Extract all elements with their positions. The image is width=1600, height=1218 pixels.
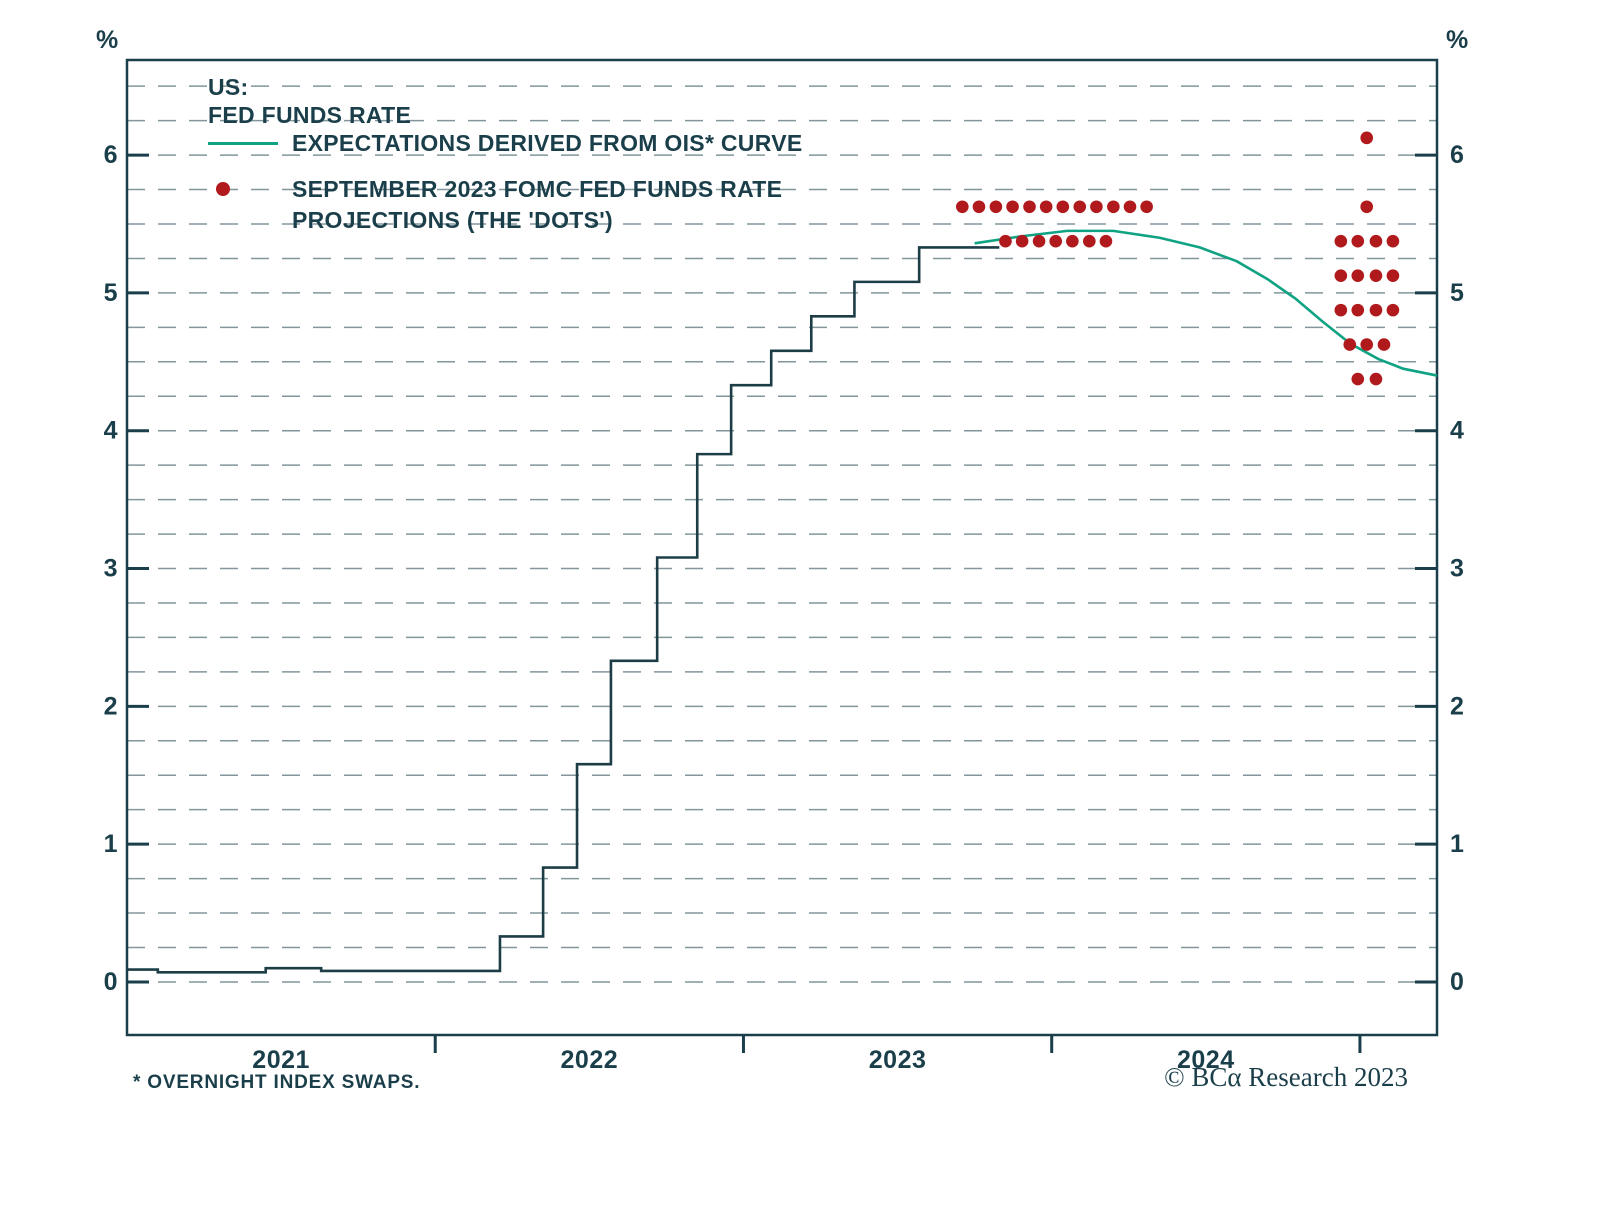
y-axis-unit-right: %: [1446, 26, 1469, 54]
y-axis-label-left: 5: [104, 279, 118, 307]
y-axis-label-left: 1: [104, 830, 118, 858]
y-axis-label-left: 2: [104, 692, 118, 720]
fomc-dot: [1123, 200, 1137, 214]
fomc-dot: [1073, 200, 1087, 214]
y-axis-label-right: 0: [1450, 968, 1464, 996]
legend-fed-funds-label: FED FUNDS RATE: [208, 102, 412, 128]
legend-country-label: US:: [208, 74, 249, 100]
x-axis-label: 2023: [869, 1046, 927, 1074]
fomc-dot: [1369, 269, 1383, 282]
fomc-dot: [1049, 234, 1063, 248]
series-line-step: [127, 246, 1000, 974]
y-axis-label-left: 3: [104, 555, 118, 583]
legend-dots-entry: SEPTEMBER 2023 FOMC FED FUNDS RATE PROJE…: [208, 174, 802, 236]
fomc-dot: [1351, 269, 1365, 282]
fomc-dot: [1015, 234, 1029, 248]
fomc-dot: [1032, 234, 1046, 248]
fomc-dot: [1334, 269, 1348, 282]
series-line-line: [974, 229, 1438, 377]
fomc-dot: [1360, 338, 1374, 351]
fomc-dot: [989, 200, 1003, 214]
x-axis-label: 2021: [252, 1046, 310, 1074]
y-axis-label-right: 4: [1450, 417, 1464, 445]
y-axis-label-right: 5: [1450, 279, 1464, 307]
fomc-dot: [1369, 303, 1383, 317]
fomc-dot: [1360, 200, 1374, 214]
fomc-dot: [1343, 338, 1357, 351]
y-axis-label-right: 1: [1450, 830, 1464, 858]
fomc-dot: [1066, 234, 1079, 248]
footnote: * OVERNIGHT INDEX SWAPS.: [133, 1072, 421, 1093]
fomc-dot: [1334, 303, 1348, 317]
fomc-dot: [1377, 338, 1391, 351]
fomc-dot: [1039, 200, 1053, 214]
fomc-dot: [1056, 200, 1070, 214]
fomc-dot: [999, 234, 1012, 248]
y-axis-label-left: 0: [104, 968, 118, 996]
fomc-dot: [1369, 372, 1383, 386]
legend-ois-entry: EXPECTATIONS DERIVED FROM OIS* CURVE: [208, 129, 802, 157]
fomc-dot: [972, 200, 986, 214]
y-axis-label-right: 3: [1450, 555, 1464, 583]
fomc-dot: [1140, 200, 1153, 214]
y-axis-label-left: 6: [104, 141, 118, 169]
legend-ois-label: EXPECTATIONS DERIVED FROM OIS* CURVE: [292, 130, 803, 156]
fomc-dot: [1351, 372, 1365, 386]
fomc-dot-swatch-icon: [208, 182, 292, 196]
fomc-dot: [1099, 234, 1113, 248]
x-axis-label: 2024: [1177, 1046, 1235, 1074]
ois-line-swatch: [208, 141, 292, 145]
y-axis-unit-left: %: [96, 26, 119, 54]
plot-frame: [125, 58, 1439, 1037]
fomc-dot: [1386, 269, 1400, 282]
y-axis-label-left: 4: [104, 417, 118, 445]
fomc-dot: [956, 200, 969, 214]
y-axis-label-right: 6: [1450, 141, 1464, 169]
fomc-dot: [1386, 303, 1400, 317]
fomc-dot: [1351, 234, 1365, 248]
fomc-dot: [1083, 234, 1096, 248]
fomc-dot: [1386, 234, 1400, 248]
y-axis-label-right: 2: [1450, 692, 1464, 720]
fomc-dot: [1023, 200, 1036, 214]
fomc-dot: [1107, 200, 1120, 214]
fomc-dot: [1006, 200, 1019, 214]
legend: US: FED FUNDS RATE EXPECTATIONS DERIVED …: [208, 73, 802, 236]
fomc-dot: [1090, 200, 1103, 214]
legend-dots-label: SEPTEMBER 2023 FOMC FED FUNDS RATE PROJE…: [292, 176, 783, 233]
fomc-dot: [1360, 131, 1374, 145]
fomc-dot: [1369, 234, 1383, 248]
fomc-dot: [1351, 303, 1365, 317]
fomc-dot: [1334, 234, 1348, 248]
copyright: © BCα Research 2023: [1164, 1062, 1408, 1092]
x-axis-label: 2022: [561, 1046, 619, 1074]
